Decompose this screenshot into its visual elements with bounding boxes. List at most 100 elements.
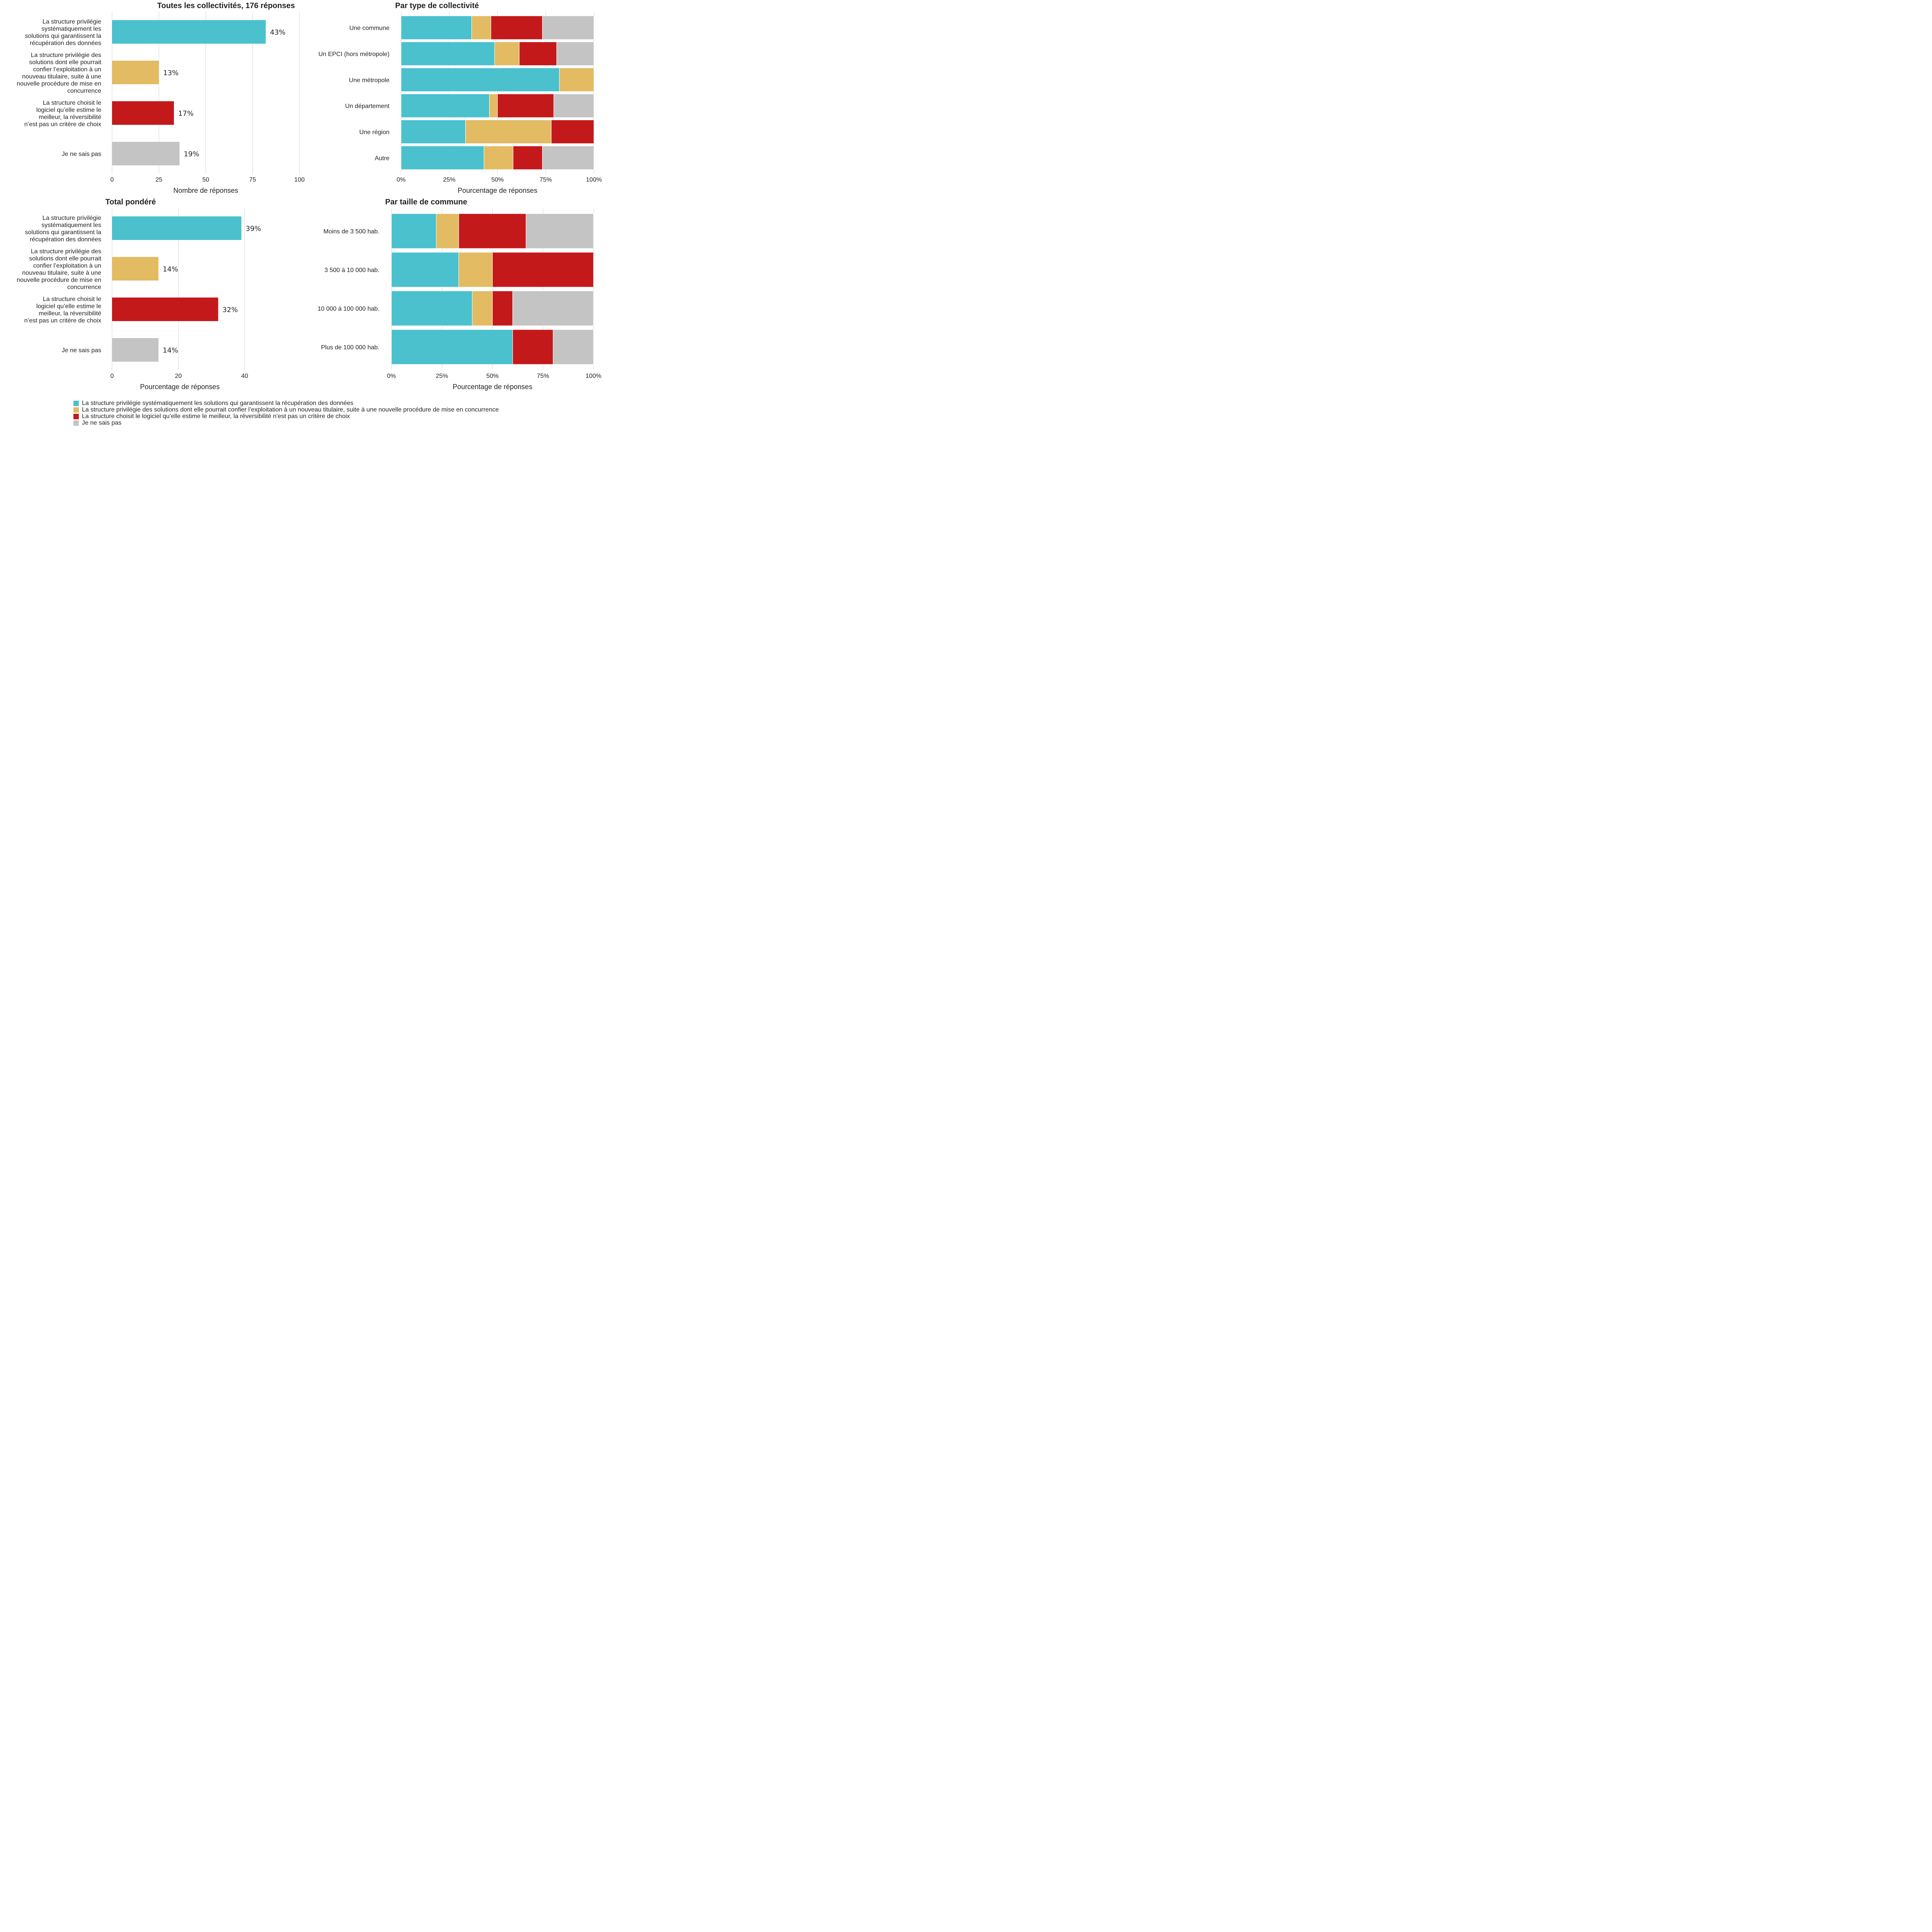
- category-label-line: n’est pas un critère de choix: [24, 121, 101, 128]
- category-label-line: solutions dont elle pourrait: [29, 255, 101, 262]
- category-label-line: La structure choisit le: [43, 100, 101, 106]
- bar-ne-sais-pas: [112, 338, 159, 362]
- category-label: Moins de 3 500 hab.: [323, 228, 379, 235]
- bar-systematique: [112, 20, 266, 44]
- legend-item-systematique: La structure privilégie systématiquement…: [73, 400, 499, 406]
- bar-segment-ne-sais-pas: [526, 213, 594, 249]
- x-axis-label: Pourcentage de réponses: [140, 383, 219, 391]
- x-tick-label: 75%: [539, 177, 552, 183]
- legend-label: Je ne sais pas: [82, 420, 122, 426]
- bar-meilleur-logiciel: [112, 298, 218, 321]
- bar-segment-systematique: [401, 120, 466, 144]
- bar-segment-systematique: [391, 291, 473, 326]
- category-label-line: 3 500 à 10 000 hab.: [325, 267, 379, 274]
- category-label-line: 10 000 à 100 000 hab.: [318, 306, 379, 312]
- data-label: 39%: [246, 225, 261, 233]
- category-label: La structure privilégie systématiquement …: [25, 215, 102, 243]
- bar-segment-nouveau-titulaire: [484, 146, 514, 170]
- category-label: Un département: [345, 103, 389, 110]
- bar-segment-nouveau-titulaire: [465, 120, 552, 144]
- category-label-line: La structure privilégie: [43, 215, 101, 221]
- bar-segment-nouveau-titulaire: [458, 252, 493, 287]
- x-axis-label: Nombre de réponses: [173, 187, 238, 194]
- x-tick-label: 25: [155, 177, 162, 183]
- category-label: La structure privilégie des solutions don…: [17, 52, 101, 94]
- bar-segment-nouveau-titulaire: [436, 213, 459, 249]
- category-label-line: La structure privilégie des: [31, 248, 101, 255]
- bar-systematique: [112, 216, 242, 240]
- category-label-line: Moins de 3 500 hab.: [323, 228, 379, 235]
- bar-segment-meilleur-logiciel: [519, 42, 557, 66]
- x-tick-label: 0: [111, 373, 114, 379]
- category-label-line: Un EPCI (hors métropole): [318, 51, 389, 58]
- category-label-line: La structure privilégie des: [31, 52, 101, 58]
- x-tick-label: 100%: [586, 177, 602, 183]
- x-tick-label: 100: [294, 177, 305, 183]
- x-tick-label: 0%: [387, 373, 396, 379]
- category-label-line: concurrence: [67, 88, 101, 94]
- category-label-line: Je ne sais pas: [62, 347, 101, 354]
- category-label-line: logiciel qu’elle estime le: [36, 303, 101, 310]
- category-label-line: solutions dont elle pourrait: [29, 59, 101, 66]
- category-label-line: systématiquement les: [41, 26, 101, 32]
- chart-panel-pondere: Total pondéré 0 20 40 Pourcentage de réponse…: [17, 198, 261, 391]
- bar-segment-ne-sais-pas: [542, 146, 594, 170]
- category-label: Un EPCI (hors métropole): [318, 51, 389, 58]
- bar-segment-ne-sais-pas: [556, 42, 594, 66]
- data-label: 32%: [223, 306, 238, 314]
- x-tick-label: 20: [175, 373, 182, 379]
- bar-segment-meilleur-logiciel: [551, 120, 594, 144]
- bar-segment-nouveau-titulaire: [472, 291, 493, 326]
- data-label: 13%: [163, 69, 179, 77]
- category-label-line: nouveau titulaire, suite à une: [22, 270, 101, 276]
- bar-segment-systematique: [391, 252, 459, 287]
- category-label-line: confier l’exploitation à un: [33, 262, 101, 269]
- category-label-line: meilleur, la réversibilité: [39, 310, 101, 317]
- x-tick-label: 50%: [486, 373, 498, 379]
- bar-segment-ne-sais-pas: [553, 94, 594, 118]
- category-label-line: solutions qui garantissent la: [25, 33, 102, 39]
- legend-swatch: [73, 413, 79, 419]
- chart-title: Par type de collectivité: [395, 2, 479, 10]
- category-label: Autre: [375, 155, 389, 162]
- legend-item-ne-sais-pas: Je ne sais pas: [73, 420, 499, 426]
- bar-segment-ne-sais-pas: [512, 291, 594, 326]
- category-label-line: nouveau titulaire, suite à une: [22, 73, 101, 80]
- category-label-line: solutions qui garantissent la: [25, 229, 102, 236]
- bar-segment-nouveau-titulaire: [489, 94, 498, 118]
- legend-label: La structure privilégie des solutions do…: [82, 406, 499, 413]
- bar-nouveau-titulaire: [112, 257, 159, 281]
- data-label: 14%: [163, 347, 178, 355]
- legend-swatch: [73, 420, 79, 426]
- chart-title: Toutes les collectivités, 176 réponses: [157, 2, 295, 10]
- bar-segment-ne-sais-pas: [542, 15, 594, 40]
- legend: La structure privilégie systématiquement…: [73, 400, 499, 426]
- bar-nouveau-titulaire: [112, 61, 159, 84]
- bar-ne-sais-pas: [112, 142, 180, 165]
- category-label: La structure choisit le logiciel qu’elle …: [24, 100, 101, 128]
- bar-segment-nouveau-titulaire: [471, 15, 492, 40]
- x-tick-label: 25%: [436, 373, 448, 379]
- category-label-line: Plus de 100 000 hab.: [321, 344, 379, 351]
- bar-segment-systematique: [401, 146, 485, 170]
- category-label: La structure choisit le logiciel qu’elle …: [24, 296, 101, 324]
- bar-segment-meilleur-logiciel: [458, 213, 526, 249]
- bar-segment-nouveau-titulaire: [559, 68, 594, 92]
- category-label: La structure privilégie systématiquement …: [25, 19, 102, 47]
- category-label-line: La structure choisit le: [43, 296, 101, 303]
- bar-segment-meilleur-logiciel: [492, 291, 513, 326]
- data-label: 17%: [178, 110, 194, 118]
- bar-segment-systematique: [391, 213, 437, 249]
- bar-segment-meilleur-logiciel: [497, 94, 554, 118]
- data-label: 43%: [270, 29, 286, 37]
- category-label: Une commune: [349, 25, 389, 32]
- legend-swatch: [73, 407, 79, 413]
- x-tick-label: 25%: [443, 177, 456, 183]
- chart-title: Total pondéré: [105, 198, 156, 206]
- category-label-line: Une commune: [349, 25, 389, 32]
- category-label: Une métropole: [349, 77, 389, 83]
- legend-item-nouveau-titulaire: La structure privilégie des solutions do…: [73, 406, 499, 413]
- bar-segment-systematique: [401, 15, 472, 40]
- bar-segment-systematique: [401, 68, 560, 92]
- chart-title: Par taille de commune: [385, 198, 467, 206]
